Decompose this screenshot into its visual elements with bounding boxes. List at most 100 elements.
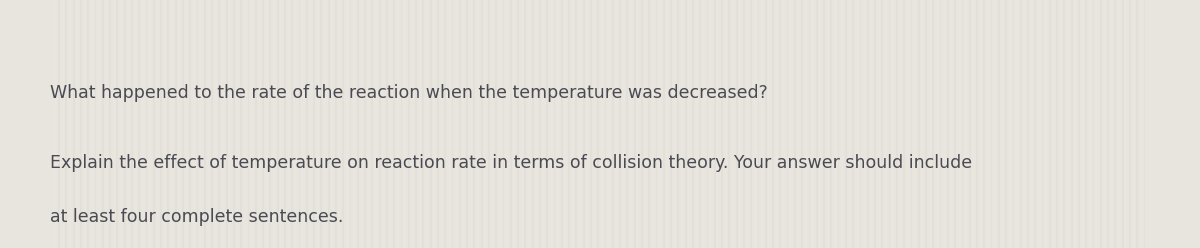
Bar [240,0,242,248]
Bar [506,0,508,248]
Bar [58,0,60,248]
Bar [478,0,479,248]
Bar [779,0,781,248]
Bar [320,0,323,248]
Bar [422,0,425,248]
Bar [700,0,701,248]
Text: What happened to the rate of the reaction when the temperature was decreased?: What happened to the rate of the reactio… [50,84,768,102]
Bar [109,0,112,248]
Bar [218,0,221,248]
Bar [696,0,697,248]
Bar [113,0,115,248]
Bar [499,0,500,248]
Bar [466,0,468,248]
Bar [598,0,599,248]
Bar [787,0,788,248]
Bar [190,0,191,248]
Bar [1049,0,1051,248]
Bar [802,0,803,248]
Bar [571,0,574,248]
Bar [116,0,119,248]
Bar [1108,0,1109,248]
Bar [768,0,770,248]
Bar [208,0,209,248]
Bar [302,0,304,248]
Bar [379,0,380,248]
Bar [823,0,824,248]
Bar [376,0,377,248]
Bar [710,0,712,248]
Bar [841,0,844,248]
Bar [1063,0,1066,248]
Bar [718,0,719,248]
Bar [524,0,527,248]
Bar [145,0,148,248]
Bar [328,0,330,248]
Bar [784,0,785,248]
Bar [689,0,690,248]
Bar [950,0,953,248]
Bar [922,0,923,248]
Bar [124,0,126,248]
Bar [160,0,162,248]
Bar [954,0,956,248]
Bar [988,0,989,248]
Bar [1097,0,1098,248]
Bar [120,0,122,248]
Bar [528,0,530,248]
Bar [685,0,686,248]
Bar [1100,0,1102,248]
Bar [816,0,817,248]
Bar [277,0,278,248]
Bar [936,0,938,248]
Bar [673,0,676,248]
Bar [266,0,268,248]
Bar [564,0,566,248]
Bar [310,0,311,248]
Bar [77,0,78,248]
Bar [590,0,592,248]
Bar [98,0,100,248]
Bar [306,0,307,248]
Bar [1122,0,1123,248]
Bar [856,0,858,248]
Bar [88,0,89,248]
Bar [390,0,391,248]
Bar [164,0,166,248]
Bar [728,0,731,248]
Bar [295,0,296,248]
Bar [404,0,406,248]
Bar [655,0,658,248]
Bar [458,0,461,248]
Bar [877,0,880,248]
Bar [367,0,370,248]
Bar [601,0,602,248]
Bar [1104,0,1105,248]
Bar [292,0,293,248]
Bar [156,0,158,248]
Bar [84,0,85,248]
Bar [775,0,778,248]
Bar [827,0,828,248]
Bar [451,0,454,248]
Bar [244,0,246,248]
Bar [834,0,836,248]
Bar [1136,0,1138,248]
Bar [652,0,654,248]
Bar [732,0,734,248]
Bar [1009,0,1010,248]
Bar [874,0,876,248]
Bar [168,0,169,248]
Bar [386,0,388,248]
Bar [995,0,996,248]
Bar [1129,0,1130,248]
Bar [830,0,833,248]
Bar [608,0,610,248]
Bar [848,0,851,248]
Bar [682,0,683,248]
Bar [634,0,636,248]
Bar [1140,0,1142,248]
Bar [947,0,949,248]
Bar [70,0,71,248]
Bar [772,0,774,248]
